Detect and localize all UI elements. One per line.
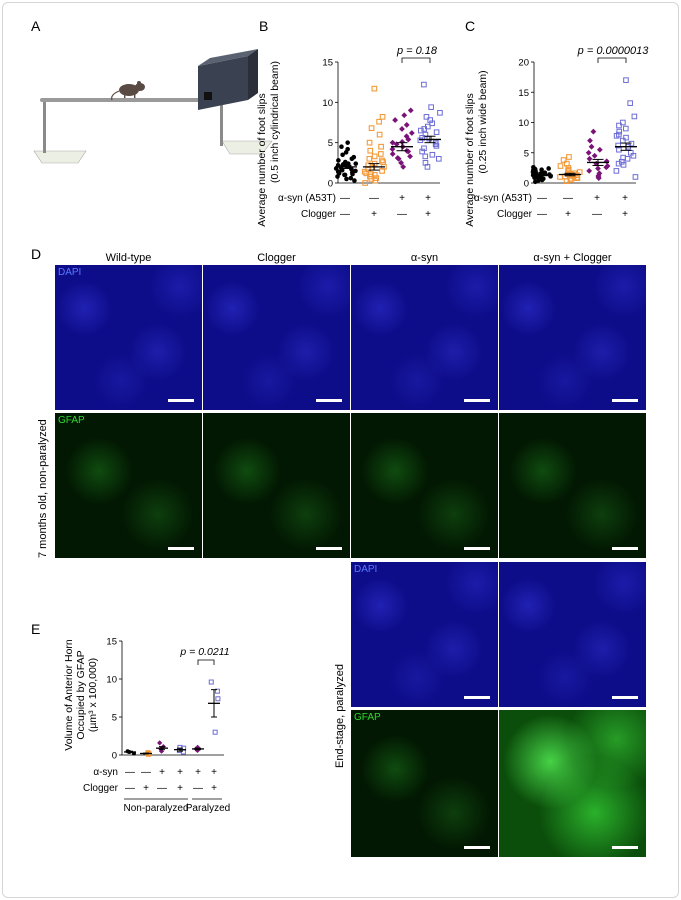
channel-label-gfap: GFAP	[58, 415, 85, 426]
micrograph-gfap-asyn-clogger	[499, 413, 646, 558]
scale-bar	[464, 696, 490, 699]
scale-bar	[316, 547, 342, 550]
micrograph-dapi-asyn-clogger-paralyzed	[499, 562, 646, 707]
scale-bar	[316, 399, 342, 402]
panel-label-d: D	[31, 246, 42, 262]
channel-label-dapi: DAPI	[58, 267, 82, 278]
micrograph-gfap-asyn-clogger-paralyzed	[499, 710, 646, 857]
micrograph-dapi-clogger	[203, 265, 350, 410]
micrograph-gfap-asyn-paralyzed: GFAP	[351, 710, 498, 857]
panel-label-e: E	[31, 621, 41, 637]
micrograph-gfap-clogger	[203, 413, 350, 558]
column-header-wildtype: Wild-type	[105, 252, 152, 264]
column-header-clogger: Clogger	[257, 252, 296, 264]
micrograph-gfap-wildtype: GFAP	[55, 413, 202, 558]
micrograph-dapi-asyn-paralyzed: DAPI	[351, 562, 498, 707]
row-label-non-paralyzed: 7 months old, non-paralyzed	[37, 419, 49, 558]
micrograph-dapi-asyn	[351, 265, 498, 410]
column-header-asyn-clogger: α-syn + Clogger	[533, 252, 612, 264]
column-header-asyn: α-syn	[410, 252, 439, 264]
micrograph-dapi-wildtype: DAPI	[55, 265, 202, 410]
panel-label-b: B	[259, 18, 269, 34]
scale-bar	[464, 399, 490, 402]
panel-label-a: A	[31, 18, 41, 34]
row-label-paralyzed: End-stage, paralyzed	[334, 664, 346, 768]
scale-bar	[612, 399, 638, 402]
scale-bar	[612, 846, 638, 849]
scale-bar	[464, 547, 490, 550]
panel-label-c: C	[465, 18, 476, 34]
scale-bar	[612, 696, 638, 699]
scale-bar	[612, 547, 638, 550]
channel-label-gfap: GFAP	[354, 712, 381, 723]
scale-bar	[464, 846, 490, 849]
scale-bar	[168, 399, 194, 402]
channel-label-dapi: DAPI	[354, 564, 378, 575]
scale-bar	[168, 547, 194, 550]
micrograph-dapi-asyn-clogger	[499, 265, 646, 410]
micrograph-gfap-asyn	[351, 413, 498, 558]
